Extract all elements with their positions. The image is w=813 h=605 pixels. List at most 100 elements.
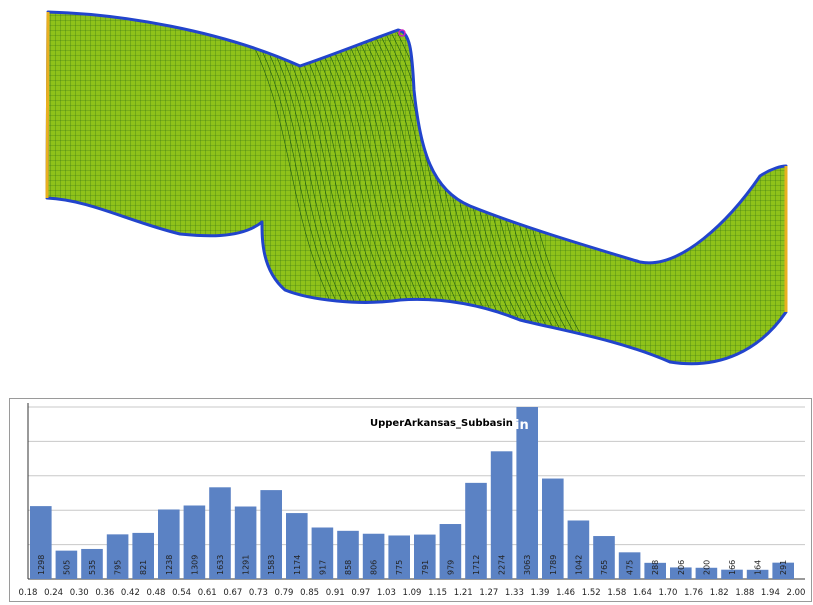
histogram-bar: [30, 506, 52, 579]
x-tick-label: 1.58: [607, 588, 626, 598]
histogram-bar: [106, 534, 129, 579]
river-mesh: [45, 10, 788, 366]
bar-value-label: 535: [88, 560, 97, 575]
mesh-curve-line: [353, 19, 465, 341]
histogram-bar: [670, 567, 692, 579]
bar-value-label: 1298: [37, 555, 46, 575]
x-tick-label: 0.30: [70, 588, 89, 598]
histogram-bar: [567, 520, 590, 579]
histogram-chart: 1298 505 535 795 821 1238 1309 1633 1291 1583 1174…: [19, 403, 806, 598]
x-tick-label: 1.88: [735, 588, 754, 598]
mesh-curve-line: [377, 19, 489, 341]
x-tick-label: 0.73: [249, 588, 268, 598]
bar-value-label: 775: [395, 560, 404, 575]
histogram-bar: [183, 505, 206, 579]
histogram-bar: [209, 487, 231, 579]
histogram-bar: [644, 562, 666, 579]
bar-value-label: 917: [318, 560, 327, 575]
bar-value-label: 3063: [523, 555, 532, 575]
mesh-curve-line: [359, 19, 471, 341]
histogram-bar: [439, 524, 462, 579]
histogram-bar: [260, 490, 282, 579]
mesh-curve-line: [329, 19, 441, 341]
x-tick-label: 0.91: [326, 588, 345, 598]
mesh-curve-line: [335, 19, 447, 341]
x-tick-label: 0.67: [223, 588, 242, 598]
corner-marker: [398, 29, 406, 37]
mesh-view: [45, 10, 788, 366]
histogram-bar: [286, 513, 308, 579]
mesh-curve-line: [341, 19, 453, 341]
x-tick-label: 1.52: [582, 588, 601, 598]
bar-value-label: 795: [114, 560, 123, 575]
x-tick-label: 0.79: [275, 588, 294, 598]
histogram-bar: [516, 407, 538, 579]
bar-value-label: 1042: [574, 555, 583, 575]
mesh-curve-line: [365, 19, 477, 341]
x-tick-label: 1.82: [710, 588, 729, 598]
bar-value-label: 1712: [472, 555, 481, 575]
bar-value-label: 821: [139, 560, 148, 575]
bar-value-label: 1633: [216, 555, 225, 575]
bar-value-label: 791: [421, 560, 430, 575]
mesh-curve-line: [311, 19, 423, 341]
bar-value-label: 1309: [190, 555, 199, 575]
mesh-grid: [47, 12, 786, 364]
mesh-curve-line: [317, 19, 429, 341]
x-tick-label: 1.27: [479, 588, 498, 598]
bar-value-label: 806: [370, 560, 379, 575]
histogram-bar: [388, 535, 410, 579]
x-tick-label: 1.46: [556, 588, 575, 598]
x-tick-label: 0.97: [351, 588, 370, 598]
chart-title-overlay: in: [515, 418, 529, 433]
histogram-bar: [234, 506, 257, 579]
x-tick-label: 0.61: [198, 588, 217, 598]
histogram-bar: [465, 482, 487, 579]
x-tick-label: 0.36: [95, 588, 114, 598]
histogram-bar: [414, 534, 436, 579]
histogram-bar: [55, 550, 78, 579]
mesh-curve-line: [239, 19, 351, 341]
bar-value-label: 1583: [267, 555, 276, 575]
x-tick-label: 1.94: [761, 588, 780, 598]
histogram-bar: [593, 536, 615, 579]
histogram-bar: [542, 478, 564, 579]
bar-value-label: 200: [702, 560, 711, 575]
histogram-panel: 1298 505 535 795 821 1238 1309 1633 1291 1583 1174…: [9, 398, 812, 602]
mesh-curve-line: [371, 19, 483, 341]
bar-value-label: 979: [446, 560, 455, 575]
x-tick-label: 1.03: [377, 588, 396, 598]
x-tick-label: 1.39: [531, 588, 550, 598]
bar-value-label: 1238: [165, 555, 174, 575]
x-tick-label: 0.85: [300, 588, 319, 598]
histogram-bar: [81, 548, 103, 579]
x-tick-label: 1.70: [659, 588, 678, 598]
x-tick-label: 1.64: [633, 588, 652, 598]
histogram-bar: [618, 552, 641, 579]
bar-value-label: 475: [626, 560, 635, 575]
mesh-curve-line: [323, 19, 435, 341]
bar-value-label: 166: [728, 560, 737, 575]
x-tick-label: 0.18: [19, 588, 38, 598]
histogram-bar: [490, 451, 513, 579]
x-tick-label: 1.21: [454, 588, 473, 598]
bar-value-label: 858: [344, 560, 353, 575]
histogram-bar: [746, 569, 769, 579]
bar-value-label: 1789: [549, 555, 558, 575]
chart-title: UpperArkansas_Subbasin: [370, 418, 513, 429]
bar-value-label: 765: [600, 560, 609, 575]
mesh-curve-line: [257, 19, 369, 341]
x-tick-label: 0.42: [121, 588, 140, 598]
inflow-edge: [45, 11, 50, 199]
bar-value-label: 1174: [293, 555, 302, 575]
bar-value-label: 164: [754, 560, 763, 575]
histogram-bar: [362, 533, 385, 579]
mesh-curve-line: [251, 19, 363, 341]
x-tick-label: 1.15: [428, 588, 447, 598]
mesh-curve-line: [245, 19, 357, 341]
bar-value-label: 206: [677, 560, 686, 575]
x-tick-label: 0.24: [44, 588, 63, 598]
x-tick-label: 1.33: [505, 588, 524, 598]
x-tick-label: 0.54: [172, 588, 191, 598]
x-tick-label: 2.00: [787, 588, 806, 598]
